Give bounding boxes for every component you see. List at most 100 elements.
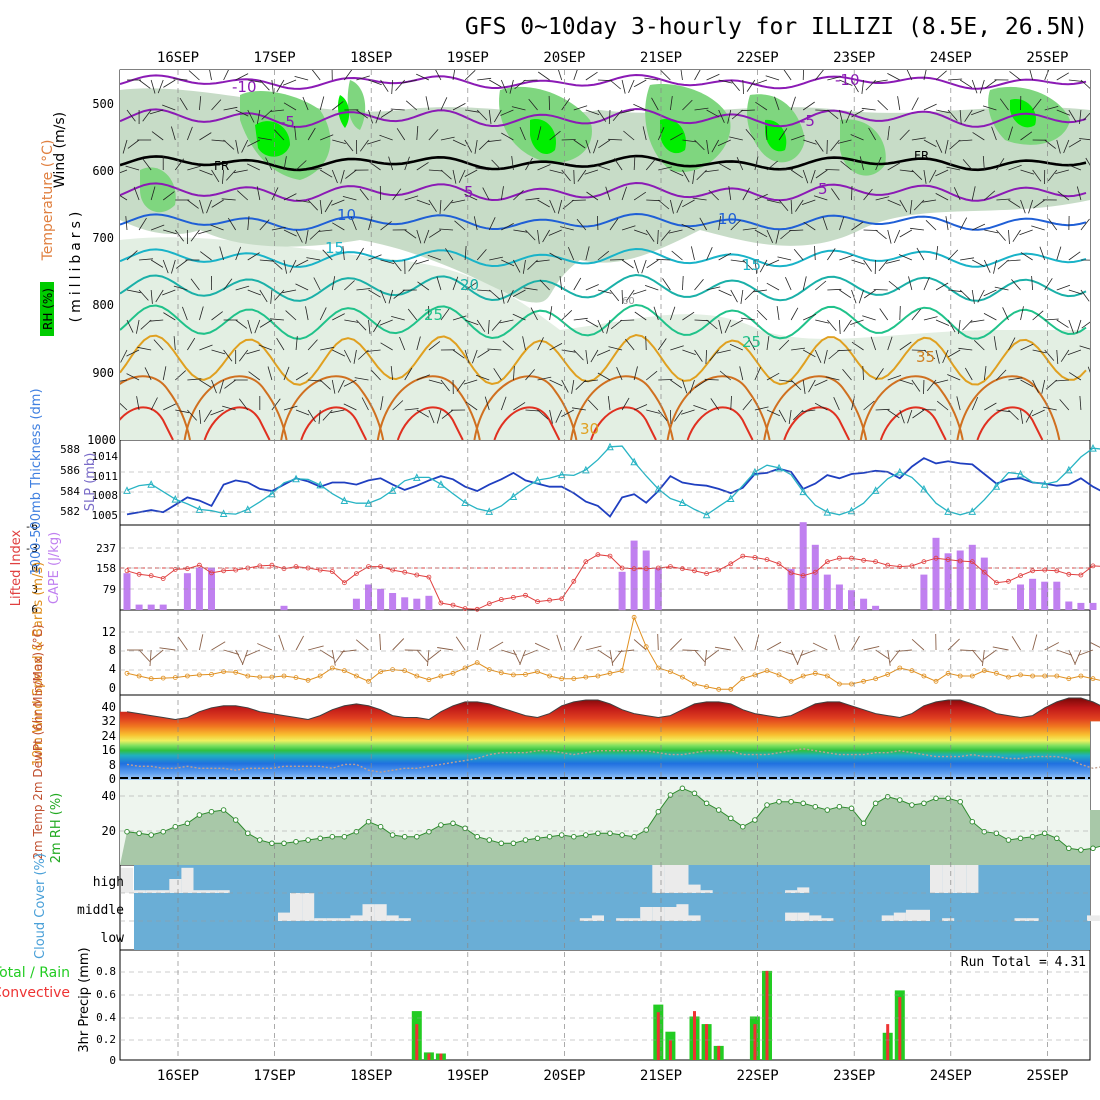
upper-barb (1079, 345, 1090, 350)
cloud-ytick-middle: middle (77, 903, 124, 918)
li-point (752, 555, 758, 560)
upper-barb (974, 340, 985, 351)
upper-barb (267, 366, 273, 381)
upper-barb (608, 346, 623, 351)
upper-barb (1056, 284, 1071, 291)
rh-shade-mid-6 (140, 167, 176, 213)
upper-barb (742, 187, 750, 201)
upper-barb (211, 311, 223, 321)
slp-point (775, 463, 783, 472)
upper-barb (911, 137, 926, 141)
contour-p35-1 (183, 375, 288, 440)
upper-barb (428, 129, 439, 141)
upper-barb (898, 254, 913, 261)
upper-barb (759, 259, 768, 273)
upper-barb (331, 379, 336, 394)
upper-barb (956, 396, 961, 411)
cape-bar (123, 573, 131, 610)
upper-barb (962, 319, 973, 331)
upper-barb (608, 138, 623, 141)
rh2m-point (679, 785, 686, 792)
upper-barb (136, 396, 140, 411)
wind10-barb (211, 641, 226, 651)
wind10-point (1054, 673, 1060, 679)
slp-point (1089, 444, 1097, 452)
slp-point (485, 507, 494, 515)
rh2m-point (184, 820, 191, 827)
wind10-point (245, 673, 251, 679)
upper-barb (235, 109, 249, 117)
wind10-point (196, 672, 202, 678)
wind10-barb (150, 649, 164, 661)
upper-barb (428, 409, 435, 424)
upper-barb (573, 349, 584, 361)
li-point (957, 558, 963, 564)
wind10-barb (863, 645, 880, 651)
upper-barb (163, 229, 177, 235)
upper-barb (621, 289, 623, 305)
li-point (885, 562, 891, 568)
upper-barb (977, 289, 985, 303)
upper-barb (845, 109, 852, 124)
upper-barb (863, 229, 878, 231)
wind10-barb (790, 649, 799, 665)
contour-p40-1 (203, 406, 271, 440)
upper-barb (740, 317, 755, 321)
li-point (523, 592, 528, 598)
upper-barb (120, 195, 128, 201)
upper-barb (585, 71, 598, 81)
upper-barb (489, 79, 502, 88)
upper-barb (837, 139, 852, 144)
upper-barb (149, 319, 164, 322)
upper-barb (319, 169, 333, 178)
upper-barb (1085, 157, 1090, 166)
upper-barb (226, 169, 236, 181)
wind10-point (1066, 676, 1072, 682)
li-point (366, 564, 371, 569)
upper-barb (727, 109, 732, 124)
upper-barb (877, 100, 889, 111)
cape-bar (642, 550, 650, 610)
upper-barb (742, 79, 744, 95)
upper-barb (718, 109, 725, 123)
upper-barb (404, 156, 410, 171)
upper-barb (283, 156, 287, 171)
upper-barb (1080, 79, 1090, 89)
li-point (969, 559, 975, 565)
upper-barb (897, 96, 901, 111)
upper-barb (766, 409, 780, 417)
upper-barb (308, 379, 323, 382)
upper-barb (162, 259, 169, 274)
rh2m-yaxis-ticks: 40 20 (102, 789, 116, 838)
wind10-barb (633, 639, 647, 651)
li-point (486, 601, 492, 607)
upper-barb (1008, 409, 1019, 420)
precip-run-total: Run Total = 4.31 (961, 955, 1086, 970)
wind10-barb (177, 636, 188, 651)
li-point (812, 569, 818, 575)
rh2m-point (1090, 845, 1096, 852)
upper-barb (1068, 79, 1083, 82)
upper-barb (670, 345, 684, 351)
upper-barb (754, 259, 758, 274)
upper-barb (879, 308, 889, 321)
cloud-yaxis-ticks: high middle low (77, 875, 124, 946)
wind10-barb (1074, 649, 1082, 665)
rh2m-point (1078, 847, 1084, 853)
wind10-point (353, 673, 359, 679)
wind10-point (812, 670, 818, 676)
wind10-point (800, 673, 806, 679)
upper-barb (788, 409, 792, 424)
temp2m-ytick-0: 0 (109, 772, 116, 786)
upper-barb (535, 259, 550, 263)
upper-barb (790, 96, 796, 111)
rh-shade-mid-4 (840, 119, 886, 176)
contour-p40-5 (590, 406, 657, 440)
upper-barb (512, 289, 526, 297)
slp-point (557, 470, 566, 479)
wind10-barb (573, 635, 582, 651)
precip-ylabel: 3hr Precip (mm) (77, 947, 92, 1052)
upper-barb (537, 126, 542, 141)
temp2m-ytick-32: 32 (102, 714, 116, 728)
